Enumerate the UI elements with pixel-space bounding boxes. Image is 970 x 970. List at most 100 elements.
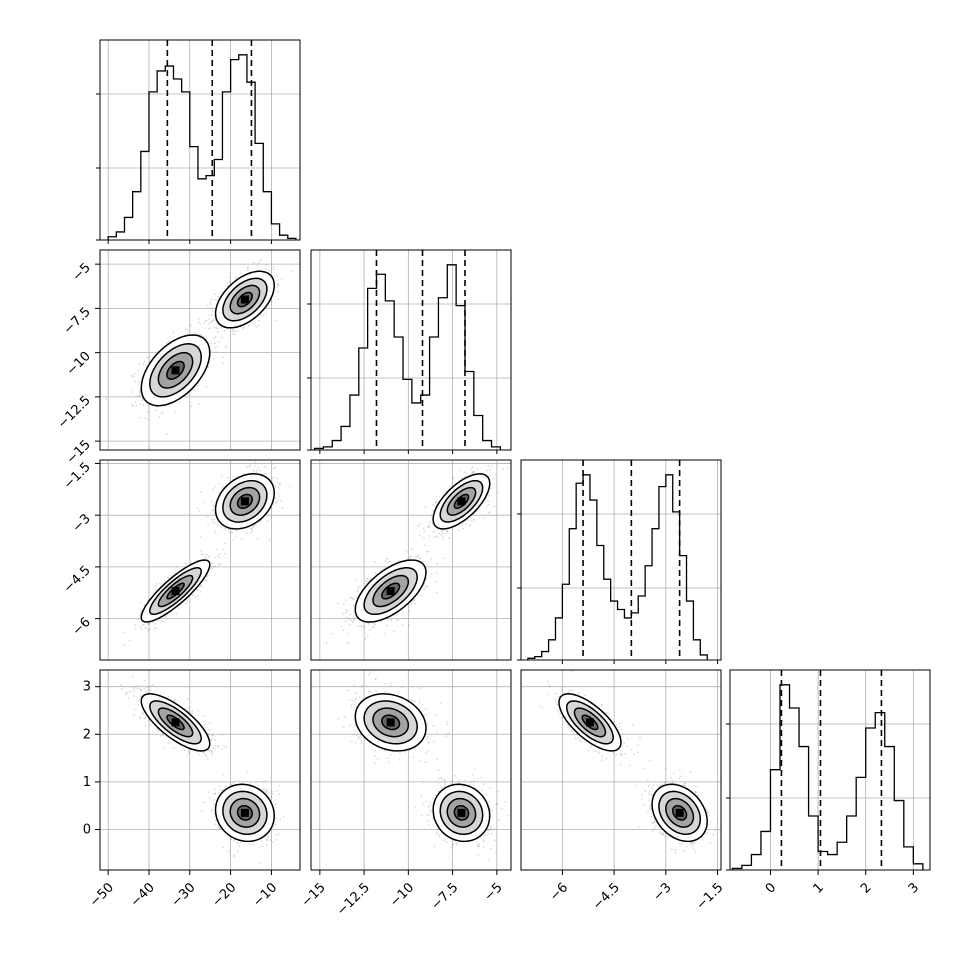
sample-point (224, 346, 227, 349)
sample-point (254, 460, 256, 463)
sample-point (148, 720, 151, 723)
scatter-panel-4-1 (99, 669, 301, 871)
sample-point (262, 314, 265, 317)
sample-point (417, 557, 420, 559)
sample-point (131, 675, 134, 678)
sample-point (144, 627, 147, 630)
sample-point (427, 526, 429, 529)
sample-point (267, 514, 269, 517)
sample-point (408, 556, 411, 559)
sample-point (276, 283, 279, 286)
sample-point (207, 556, 210, 559)
sample-point (222, 362, 225, 364)
sample-point (155, 589, 157, 592)
sample-point (438, 532, 441, 535)
sample-point (209, 301, 212, 304)
sample-point (211, 509, 214, 511)
sample-point (458, 469, 461, 472)
sample-point (139, 716, 142, 718)
sample-point (502, 468, 505, 470)
sample-point (228, 276, 231, 279)
sample-point (346, 609, 349, 612)
histogram-line (527, 474, 708, 660)
sample-point (208, 327, 210, 330)
sample-point (196, 507, 199, 510)
sample-point (199, 585, 201, 587)
sample-point (231, 531, 234, 534)
sample-point (257, 262, 260, 264)
sample-point (217, 330, 219, 333)
sample-point (277, 298, 280, 300)
sample-point (255, 523, 257, 526)
sample-point (266, 520, 269, 523)
panel-frame (310, 249, 512, 451)
sample-point (356, 588, 359, 591)
sample-point (476, 468, 479, 470)
sample-point (142, 404, 145, 406)
sample-point (160, 412, 163, 415)
sample-point (432, 536, 435, 538)
sample-point (461, 477, 463, 479)
sample-point (434, 580, 437, 583)
sample-point (396, 618, 399, 621)
sample-point (373, 622, 376, 625)
sample-point (235, 529, 238, 532)
sample-point (493, 477, 496, 480)
sample-point (137, 381, 140, 384)
sample-point (137, 370, 140, 373)
sample-point (213, 337, 216, 339)
sample-point (268, 538, 271, 541)
sample-point (148, 447, 150, 450)
sample-point (210, 342, 213, 345)
sample-point (386, 561, 389, 564)
sample-point (212, 319, 215, 321)
histogram-line (731, 684, 924, 870)
sample-point (167, 742, 170, 745)
sample-point (431, 522, 434, 525)
sample-point (358, 586, 360, 588)
sample-point (214, 485, 217, 488)
sample-point (276, 279, 279, 282)
histogram-line (107, 54, 297, 240)
sample-point (235, 329, 237, 331)
sample-point (260, 520, 262, 523)
sample-point (200, 549, 203, 552)
sample-point (277, 492, 280, 495)
sample-point (423, 537, 425, 539)
sample-point (204, 556, 206, 559)
hist-panel-4 (726, 669, 931, 871)
sample-point (403, 617, 406, 620)
sample-point (212, 734, 215, 736)
sample-point (451, 480, 454, 483)
sample-point (210, 751, 213, 753)
sample-point (212, 504, 214, 507)
sample-point (211, 518, 213, 520)
density-peak (240, 295, 249, 304)
sample-point (435, 591, 438, 594)
sample-point (250, 527, 253, 530)
sample-point (206, 758, 209, 760)
sample-point (161, 620, 164, 623)
sample-point (158, 416, 161, 419)
sample-point (443, 557, 446, 560)
sample-point (425, 550, 428, 553)
sample-point (232, 476, 235, 478)
sample-point (466, 523, 468, 526)
sample-point (206, 304, 209, 307)
sample-point (213, 511, 216, 514)
sample-point (427, 550, 429, 553)
density-peak (457, 497, 466, 506)
sample-point (134, 401, 137, 403)
sample-point (252, 261, 255, 264)
sample-point (174, 411, 177, 414)
sample-point (348, 618, 351, 620)
sample-point (276, 481, 279, 484)
sample-point (242, 327, 244, 330)
sample-point (276, 498, 279, 501)
sample-point (431, 504, 434, 506)
sample-point (297, 457, 299, 459)
sample-point (253, 469, 255, 472)
sample-point (178, 401, 181, 403)
sample-point (472, 471, 475, 474)
